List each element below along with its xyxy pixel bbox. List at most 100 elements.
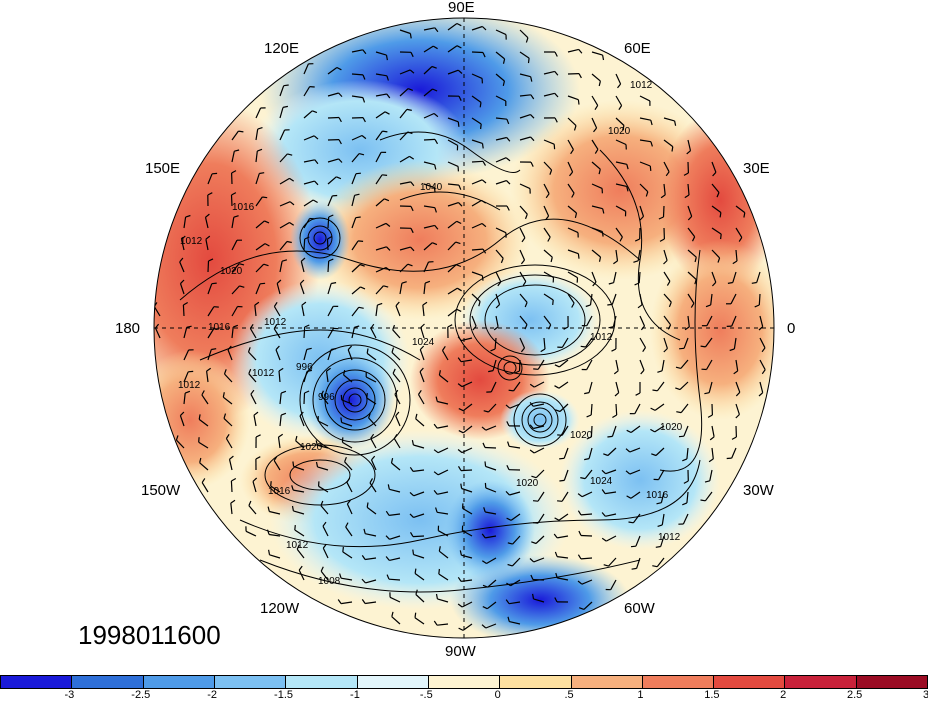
wind-barb	[591, 183, 603, 189]
wind-barb	[495, 157, 507, 163]
wind-barb	[485, 465, 497, 471]
wind-barb	[687, 227, 696, 238]
wind-barb-flag	[505, 599, 510, 605]
wind-barb	[519, 114, 531, 119]
wind-barb	[413, 444, 425, 449]
wind-barb	[537, 513, 545, 524]
wind-barb	[654, 425, 665, 433]
wind-barb-flag	[678, 435, 684, 438]
colorbar-tick-label: -1.5	[274, 689, 294, 701]
wind-barb-flag	[395, 411, 400, 417]
wind-barb	[365, 533, 377, 537]
wind-barb	[447, 117, 459, 123]
wind-barb-flag	[625, 448, 631, 453]
lon-label-90w: 90W	[445, 643, 476, 660]
wind-barb-flag	[552, 299, 554, 305]
wind-barb-flag	[458, 95, 462, 101]
wind-barb	[447, 287, 458, 295]
wind-barb-flag	[247, 347, 251, 353]
wind-barb	[639, 183, 649, 193]
wind-barb-flag	[529, 383, 535, 388]
isobar-label: 1012	[180, 236, 203, 247]
wind-barb	[179, 415, 185, 427]
wind-barb	[230, 194, 233, 207]
wind-barb-flag	[700, 499, 706, 502]
wind-barb	[639, 95, 651, 102]
wind-barb-flag	[691, 236, 696, 242]
wind-barb	[686, 491, 689, 503]
wind-barb	[629, 447, 641, 453]
wind-barb	[253, 415, 257, 427]
wind-barb	[255, 196, 263, 207]
wind-barb	[341, 577, 353, 581]
wind-barb	[295, 440, 305, 449]
wind-barb	[615, 403, 618, 416]
wind-barb-flag	[482, 584, 488, 588]
isobar-label: 1012	[286, 540, 309, 551]
wind-barb-flag	[578, 73, 582, 79]
wind-barb	[279, 177, 290, 185]
wind-barb-flag	[635, 392, 641, 396]
wind-barb	[437, 511, 449, 515]
wind-barb-flag	[712, 171, 717, 177]
wind-barb	[543, 315, 552, 326]
wind-barb	[462, 425, 473, 434]
wind-barb	[711, 205, 722, 213]
wind-barb-flag	[239, 263, 245, 266]
wind-barb-flag	[743, 212, 746, 218]
wind-barb-flag	[384, 111, 390, 115]
wind-barb	[484, 446, 497, 449]
wind-barb-flag	[340, 417, 343, 423]
wind-barb-flag	[362, 97, 366, 103]
wind-barb-flag	[622, 125, 625, 131]
wind-barb	[687, 249, 697, 258]
wind-barb	[461, 487, 473, 493]
wind-barb	[447, 308, 458, 317]
wind-barb	[461, 554, 473, 559]
wind-barb-flag	[525, 37, 529, 43]
wind-barb	[485, 425, 497, 431]
wind-barb-flag	[358, 240, 364, 242]
wind-barb-flag	[608, 282, 614, 285]
wind-barb	[590, 403, 593, 416]
wind-barb	[588, 447, 593, 459]
colorbar-box	[571, 676, 643, 688]
wind-barb-flag	[707, 414, 713, 418]
wind-barb-flag	[395, 301, 400, 307]
wind-barb-flag	[424, 280, 431, 284]
wind-barb	[423, 261, 430, 273]
wind-barb-flag	[447, 324, 453, 328]
wind-barb	[255, 243, 266, 251]
wind-barb-flag	[386, 93, 391, 99]
wind-barb	[341, 601, 353, 605]
wind-barb	[487, 579, 497, 588]
wind-barb	[180, 239, 185, 251]
wind-barb	[375, 152, 382, 163]
wind-barb-flag	[481, 199, 487, 204]
wind-barb-flag	[458, 184, 462, 190]
wind-barb-flag	[435, 507, 438, 513]
wind-barb	[399, 69, 411, 75]
wind-barb	[512, 535, 521, 545]
wind-barb-flag	[584, 458, 590, 461]
wind-barb	[389, 488, 401, 493]
wind-barb-flag	[409, 466, 414, 472]
wind-barb	[277, 437, 281, 449]
wind-barb-flag	[529, 449, 535, 454]
wind-barb-flag	[299, 279, 305, 285]
wind-barb-flag	[230, 499, 236, 504]
wind-barb-flag	[594, 148, 599, 154]
wind-barb	[389, 557, 401, 561]
wind-barb-flag	[607, 303, 613, 306]
colorbar	[0, 675, 928, 689]
wind-barb	[639, 205, 645, 217]
wind-barb-flag	[593, 127, 598, 133]
wind-barb	[231, 151, 235, 163]
wind-barb	[557, 556, 569, 559]
wind-barb-flag	[434, 139, 439, 145]
wind-barb	[368, 417, 377, 427]
wind-barb	[441, 350, 449, 361]
wind-barb-flag	[409, 531, 414, 537]
wind-barb	[584, 469, 593, 479]
wind-barb	[365, 579, 377, 584]
